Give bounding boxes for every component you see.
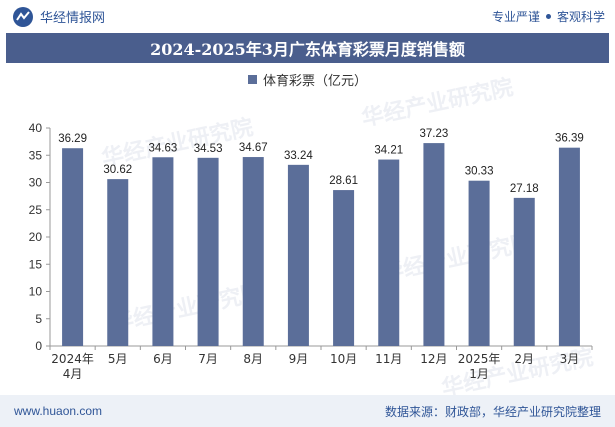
x-tick-label: 8月 — [243, 352, 263, 366]
bar — [558, 147, 580, 346]
bar — [242, 157, 264, 346]
bar — [62, 148, 84, 346]
x-tick-label: 9月 — [289, 352, 309, 366]
y-tick-label: 5 — [35, 312, 42, 326]
y-tick-label: 40 — [29, 121, 43, 135]
footer-url[interactable]: www.huaon.com — [14, 404, 103, 418]
data-label: 36.39 — [555, 133, 584, 145]
x-tick-label: 2月 — [514, 352, 534, 366]
bar — [423, 143, 445, 346]
data-label: 34.21 — [374, 145, 403, 157]
data-label: 34.53 — [194, 143, 223, 155]
x-tick-label: 5月 — [108, 352, 128, 366]
bar — [287, 164, 309, 346]
data-label: 37.23 — [420, 128, 449, 140]
bar — [107, 179, 129, 346]
separator-dot-icon — [545, 14, 551, 19]
footer: www.huaon.com 数据来源：财政部，华经产业研究院整理 — [0, 395, 615, 427]
legend-swatch — [247, 75, 257, 84]
bar — [378, 159, 400, 346]
y-tick-label: 20 — [29, 230, 43, 244]
data-label: 33.24 — [284, 150, 313, 162]
legend-label: 体育彩票（亿元） — [262, 74, 367, 89]
x-tick-label: 12月 — [420, 352, 447, 366]
y-tick-label: 30 — [29, 176, 43, 190]
y-tick-label: 15 — [29, 257, 43, 271]
legend: 体育彩票（亿元） — [0, 70, 615, 89]
data-label: 30.62 — [103, 164, 132, 176]
x-tick-label: 2024年 — [51, 352, 94, 366]
tagline-right: 客观科学 — [556, 10, 605, 24]
data-label: 36.29 — [58, 133, 87, 145]
y-tick-label: 25 — [29, 203, 43, 217]
bar — [152, 157, 174, 346]
tagline-left: 专业严谨 — [491, 10, 540, 24]
data-label: 30.33 — [465, 166, 494, 178]
data-label: 34.63 — [149, 142, 178, 154]
brand-name: 华经情报网 — [40, 11, 106, 26]
y-tick-label: 10 — [29, 285, 43, 299]
data-label: 28.61 — [329, 175, 358, 187]
brand: 华经情报网 — [12, 6, 105, 28]
x-tick-label: 7月 — [198, 352, 218, 366]
bar — [513, 197, 535, 346]
tagline: 专业严谨 客观科学 — [492, 8, 605, 25]
bar — [197, 157, 219, 346]
data-label: 34.67 — [239, 142, 268, 154]
top-bar: 华经情报网 专业严谨 客观科学 — [0, 0, 615, 33]
data-label: 27.18 — [510, 183, 539, 195]
x-tick-label: 2025年 — [458, 352, 501, 366]
x-tick-label: 6月 — [153, 352, 173, 366]
x-tick-label: 11月 — [375, 352, 402, 366]
y-tick-label: 35 — [29, 148, 43, 162]
footer-source: 数据来源：财政部，华经产业研究院整理 — [384, 404, 601, 419]
logo-icon — [13, 6, 33, 27]
x-tick-label: 10月 — [330, 352, 357, 366]
x-tick-label: 4月 — [63, 367, 83, 381]
bar — [468, 180, 490, 346]
x-tick-label: 3月 — [560, 352, 580, 366]
y-tick-label: 0 — [35, 339, 42, 353]
chart-title-text: 2024-2025年3月广东体育彩票月度销售额 — [150, 40, 465, 59]
chart-title: 2024-2025年3月广东体育彩票月度销售额 — [6, 33, 609, 63]
bar — [333, 190, 355, 346]
x-tick-label: 1月 — [469, 367, 489, 381]
